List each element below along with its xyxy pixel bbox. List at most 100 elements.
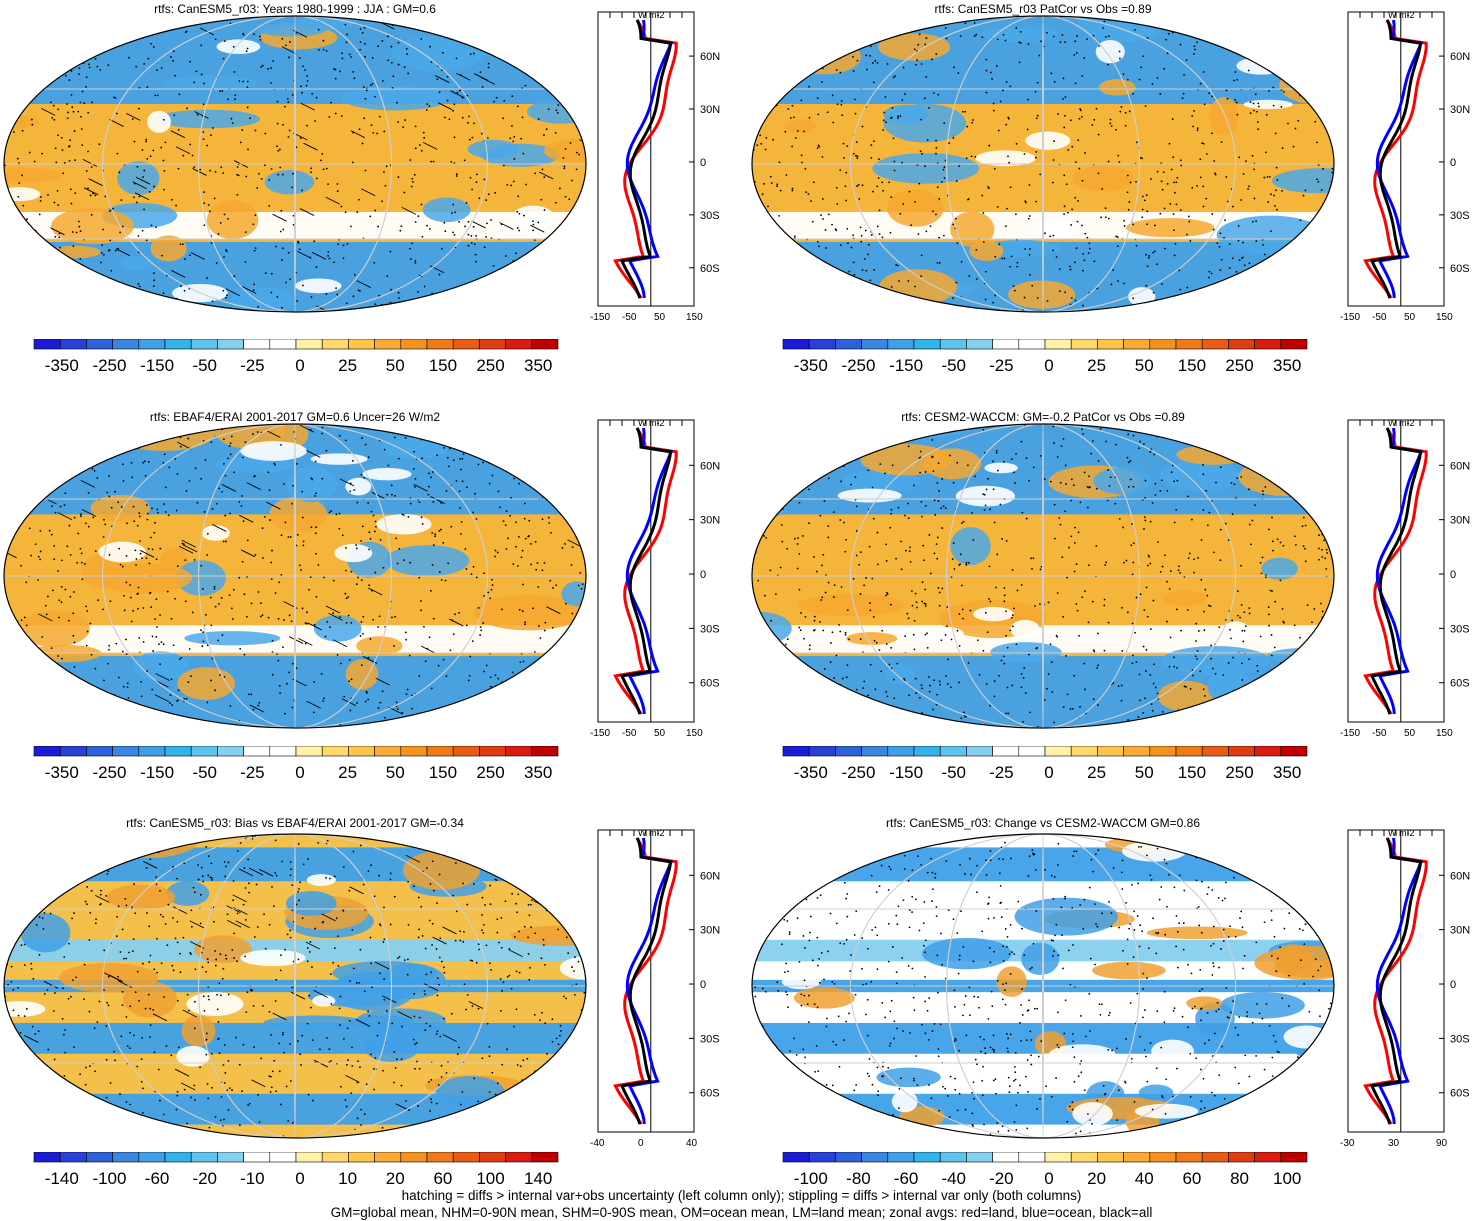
stipple-dot: [71, 266, 73, 269]
map-blob: [1162, 590, 1207, 607]
stipple-dot: [935, 703, 938, 706]
map-blob: [955, 485, 1016, 507]
stipple-dot: [557, 104, 560, 106]
stipple-dot: [285, 682, 288, 685]
stipple-dot: [107, 662, 109, 665]
zonal-x-tick-label: -50: [622, 728, 637, 739]
stipple-dot: [552, 58, 555, 61]
stipple-dot: [1097, 664, 1100, 667]
colorbar-swatch: [1044, 339, 1072, 350]
stipple-dot: [313, 240, 316, 243]
stipple-dot: [228, 594, 231, 597]
stipple-dot: [802, 483, 805, 486]
stipple-dot: [1130, 544, 1133, 547]
stipple-dot: [84, 1134, 87, 1137]
stipple-dot: [344, 546, 347, 549]
stipple-dot: [803, 130, 805, 133]
zonal-curve: [1375, 427, 1424, 715]
stipple-dot: [103, 727, 106, 728]
stipple-dot: [494, 191, 497, 194]
stipple-dot: [821, 701, 824, 704]
stipple-dot: [494, 549, 497, 552]
colorbar-swatch: [217, 339, 244, 350]
stipple-dot: [306, 1022, 309, 1025]
stipple-dot: [1269, 455, 1272, 458]
stipple-dot: [539, 669, 541, 672]
stipple-dot: [219, 994, 222, 997]
stipple-dot: [119, 1093, 121, 1095]
stipple-dot: [340, 205, 343, 208]
colorbar-swatch: [1175, 339, 1203, 350]
stipple-dot: [94, 1104, 97, 1107]
stipple-dot: [200, 951, 203, 954]
stipple-dot: [1046, 687, 1048, 690]
stipple-dot: [137, 592, 140, 595]
stipple-dot: [136, 524, 139, 527]
stipple-dot: [571, 612, 574, 615]
stipple-dot: [526, 1057, 529, 1060]
map-blob: [166, 880, 210, 906]
stipple-dot: [1126, 611, 1129, 614]
stipple-dot: [988, 565, 991, 568]
stipple-dot: [96, 41, 99, 44]
stipple-dot: [313, 623, 316, 626]
stipple-dot: [270, 82, 272, 84]
stipple-dot: [798, 25, 801, 27]
stipple-dot: [1156, 692, 1159, 695]
stipple-dot: [9, 20, 12, 22]
stipple-dot: [839, 630, 842, 633]
stipple-dot: [108, 644, 111, 647]
stipple-dot: [417, 290, 420, 293]
stipple-dot: [381, 200, 383, 203]
hatch-line: [132, 181, 147, 190]
stipple-dot: [868, 545, 871, 548]
stipple-dot: [836, 202, 839, 205]
stipple-dot: [880, 670, 883, 673]
stipple-dot: [1242, 640, 1245, 643]
stipple-dot: [296, 533, 299, 536]
stipple-dot: [211, 657, 214, 660]
stipple-dot: [1315, 644, 1317, 647]
stipple-dot: [1240, 564, 1242, 567]
stipple-dot: [4, 1029, 7, 1032]
stipple-dot: [28, 151, 31, 154]
map-blob: [1093, 467, 1152, 495]
stipple-dot: [429, 589, 432, 592]
stipple-dot: [436, 1030, 439, 1033]
stipple-dot: [418, 1067, 421, 1070]
hatch-line: [297, 250, 312, 259]
stipple-dot: [956, 461, 959, 464]
stipple-dot: [1123, 282, 1125, 285]
stipple-dot: [1219, 559, 1222, 562]
stipple-dot: [807, 193, 810, 195]
stipple-dot: [218, 1052, 221, 1055]
stipple-dot: [253, 249, 256, 252]
stipple-dot: [136, 16, 139, 18]
stipple-dot: [183, 697, 186, 700]
stipple-dot: [129, 1031, 131, 1034]
stipple-dot: [1058, 290, 1061, 293]
stipple-dot: [936, 693, 939, 696]
stipple-dot: [279, 230, 282, 233]
stipple-dot: [377, 45, 380, 48]
hatch-line: [311, 251, 327, 260]
stipple-dot: [466, 94, 469, 97]
stipple-dot: [517, 195, 520, 198]
zonal-curve: [625, 427, 674, 715]
stipple-dot: [1232, 697, 1235, 700]
stipple-dot: [1144, 519, 1147, 522]
stipple-dot: [975, 278, 978, 280]
stipple-dot: [131, 1120, 134, 1123]
colorbar-swatch: [992, 746, 1020, 757]
stipple-dot: [406, 688, 409, 691]
map-plot: [751, 15, 1335, 313]
stipple-dot: [1294, 427, 1297, 429]
stipple-dot: [875, 641, 878, 644]
stipple-dot: [247, 858, 249, 861]
stipple-dot: [84, 900, 87, 903]
stipple-dot: [147, 460, 150, 463]
stipple-dot: [458, 490, 461, 493]
stipple-dot: [856, 26, 859, 29]
stipple-dot: [467, 220, 470, 223]
